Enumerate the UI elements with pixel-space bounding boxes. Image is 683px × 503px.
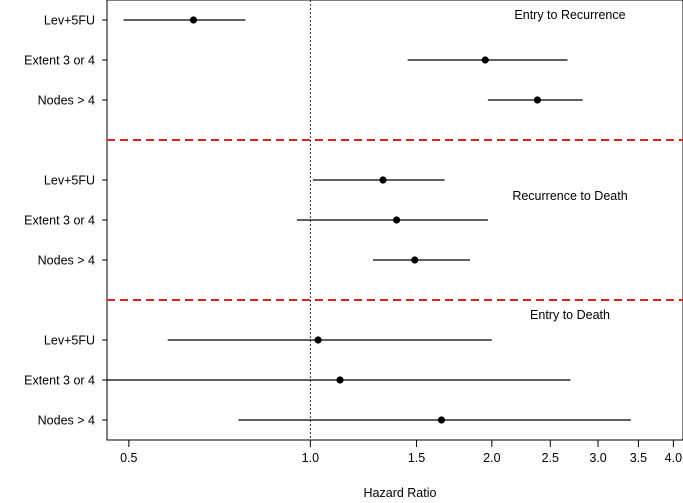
x-axis-label: Hazard Ratio xyxy=(364,486,437,500)
x-tick-label: 3.0 xyxy=(589,451,606,465)
x-tick-label: 2.5 xyxy=(542,451,559,465)
row-label: Nodes > 4 xyxy=(38,94,95,108)
point-estimate xyxy=(533,96,542,104)
point-estimate xyxy=(379,176,387,184)
panel: Recurrence to Death Lev+5FU Extent 3 or 4 N… xyxy=(24,174,628,268)
point-estimate xyxy=(189,16,198,24)
x-tick-label: 2.0 xyxy=(483,451,500,465)
point-estimate xyxy=(411,256,419,264)
point-estimate xyxy=(314,336,322,344)
row-label: Lev+5FU xyxy=(44,334,95,348)
point-estimate xyxy=(336,376,344,384)
row-label: Nodes > 4 xyxy=(38,254,95,268)
panels: Entry to Recurrence Lev+5FU Extent 3 or 4 N… xyxy=(24,0,683,440)
point-estimate xyxy=(437,416,446,424)
panel-title: Entry to Recurrence xyxy=(514,8,625,22)
x-tick-label: 1.0 xyxy=(302,451,319,465)
row-label: Extent 3 or 4 xyxy=(24,214,95,228)
row-label: Lev+5FU xyxy=(44,14,95,28)
x-axis: 0.5 1.0 1.5 2.0 2.5 3.0 3.5 4.0 xyxy=(120,440,682,465)
panel: Entry to Recurrence Lev+5FU Extent 3 or 4 N… xyxy=(24,8,625,108)
point-estimate xyxy=(481,56,489,64)
x-tick-label: 4.0 xyxy=(665,451,682,465)
panel: Entry to Death Lev+5FU Extent 3 or 4 Nodes … xyxy=(24,308,631,428)
row-label: Nodes > 4 xyxy=(38,414,95,428)
panel-title: Recurrence to Death xyxy=(512,189,627,203)
x-tick-label: 3.5 xyxy=(630,451,647,465)
row-label: Extent 3 or 4 xyxy=(24,54,95,68)
x-tick-label: 1.5 xyxy=(408,451,425,465)
x-tick-label: 0.5 xyxy=(120,451,137,465)
panel-title: Entry to Death xyxy=(530,308,610,322)
row-label: Extent 3 or 4 xyxy=(24,374,95,388)
point-estimate xyxy=(392,216,401,224)
row-label: Lev+5FU xyxy=(44,174,95,188)
